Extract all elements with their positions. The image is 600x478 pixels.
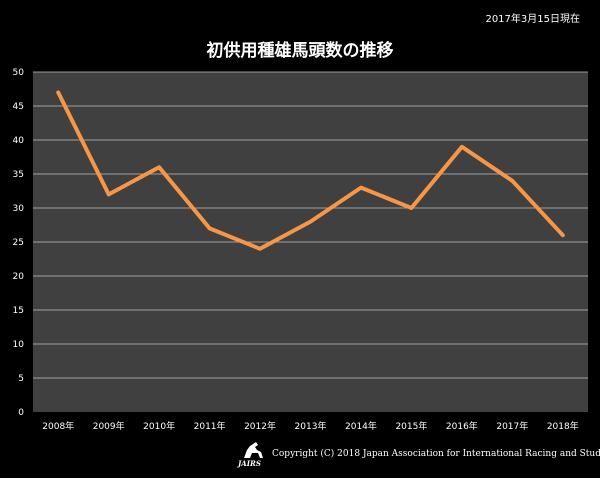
y-tick-label: 30	[13, 204, 25, 214]
x-tick-label: 2011年	[194, 420, 226, 432]
x-axis-ticks: 2008年 2009年 2010年 2011年 2012年 2013年 2014年 2015年…	[42, 420, 578, 432]
horse-icon	[244, 442, 263, 458]
y-tick-label: 40	[13, 136, 25, 146]
x-tick-label: 2017年	[496, 420, 528, 432]
y-axis-ticks: 0 5 10 15 20 25 30 35 40 45 50	[13, 68, 25, 418]
logo-text: JAIRS	[238, 459, 261, 468]
footer: JAIRS Copyright (C) 2018 Japan Associati…	[238, 440, 600, 468]
x-tick-label: 2016年	[446, 420, 478, 432]
data-point	[409, 206, 413, 210]
data-points	[56, 90, 565, 251]
data-point	[359, 186, 363, 190]
y-tick-label: 10	[13, 340, 25, 350]
data-point	[208, 226, 212, 230]
as-of-date: 2017年3月15日現在	[485, 14, 580, 25]
y-tick-label: 15	[13, 306, 24, 316]
x-tick-label: 2010年	[143, 420, 175, 432]
x-tick-label: 2014年	[345, 420, 377, 432]
chart-title: 初供用種雄馬頭数の推移	[206, 41, 394, 61]
data-point	[107, 192, 111, 196]
data-point	[56, 90, 60, 94]
x-tick-label: 2013年	[295, 420, 327, 432]
x-tick-label: 2018年	[547, 420, 579, 432]
data-point	[460, 145, 464, 149]
y-tick-label: 50	[13, 68, 25, 78]
jairs-logo: JAIRS	[238, 440, 268, 468]
y-tick-label: 35	[13, 170, 24, 180]
gridlines	[33, 71, 588, 379]
data-point	[157, 165, 161, 169]
y-tick-label: 25	[13, 238, 24, 248]
x-tick-label: 2009年	[93, 420, 125, 432]
data-point	[258, 247, 262, 251]
y-tick-label: 5	[18, 374, 24, 384]
x-tick-label: 2015年	[395, 420, 427, 432]
data-point	[510, 179, 514, 183]
x-tick-label: 2008年	[42, 420, 74, 432]
y-tick-label: 20	[13, 272, 25, 282]
copyright-text: Copyright (C) 2018 Japan Association for…	[272, 449, 600, 459]
x-tick-label: 2012年	[244, 420, 276, 432]
y-tick-label: 0	[18, 408, 24, 418]
data-point	[561, 233, 565, 237]
data-point	[309, 220, 312, 224]
y-tick-label: 45	[13, 102, 24, 112]
